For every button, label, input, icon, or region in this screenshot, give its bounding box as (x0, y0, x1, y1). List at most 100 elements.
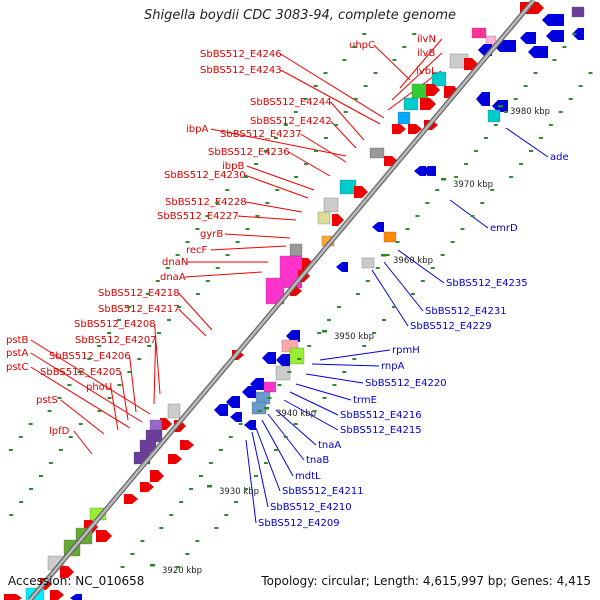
track-dot (205, 215, 210, 217)
gene-label-SbBS512_E4235: SbBS512_E4235 (446, 278, 528, 289)
track-dot (195, 540, 200, 542)
gene-label-ilvB: ilvB (417, 48, 435, 59)
gene-label-SbBS512_E4242: SbBS512_E4242 (250, 116, 332, 127)
scale-label: 3960 kbp (393, 256, 433, 266)
track-dot (362, 345, 367, 347)
track-dot (314, 150, 318, 152)
reverse-gene-arrow (372, 222, 384, 232)
track-dot (312, 410, 317, 412)
gene-label-SbBS512_E4227: SbBS512_E4227 (157, 211, 239, 222)
track-dot (78, 423, 83, 425)
track-dot (464, 163, 469, 165)
forward-gene-arrow (168, 454, 182, 464)
track-dot (195, 293, 200, 295)
forward-gene-arrow (392, 124, 406, 134)
track-dot (317, 332, 322, 334)
scale-tick (264, 407, 269, 410)
leader-line (237, 215, 297, 221)
gene-label-trmE: trmE (353, 395, 377, 406)
leader-line (391, 52, 443, 101)
forward-gene-arrow (180, 440, 194, 450)
track-dot (323, 72, 328, 74)
track-dot (28, 423, 33, 425)
track-dot (267, 397, 272, 399)
track-dot (425, 202, 430, 204)
track-dot (77, 371, 82, 373)
leader-line (373, 44, 411, 81)
track-dot (159, 527, 164, 529)
gene-block (167, 403, 181, 419)
leader-line (330, 101, 365, 141)
leader-line (210, 128, 347, 157)
track-dot (117, 384, 122, 386)
scale-label: 3980 kbp (510, 107, 550, 117)
track-dot (410, 293, 415, 295)
reverse-gene-arrow (336, 262, 348, 272)
gene-block (323, 197, 339, 213)
forward-gene-arrow (50, 590, 64, 600)
gene-label-tnaA: tnaA (318, 440, 341, 451)
track-dot (225, 254, 230, 256)
gene-label-SbBS512_E4211: SbBS512_E4211 (282, 486, 364, 497)
leader-line (300, 133, 347, 163)
gene-label-recF: recF (186, 245, 208, 256)
track-dot (304, 163, 309, 165)
track-dot (342, 371, 347, 373)
track-dot (440, 254, 445, 256)
gene-block (251, 401, 267, 415)
leader-line (178, 292, 213, 331)
leader-line (383, 261, 424, 312)
leader-line (449, 199, 489, 229)
track-dot (533, 72, 538, 74)
reverse-gene-arrow (414, 166, 426, 176)
reverse-gene-arrow (286, 330, 300, 342)
track-dot (263, 462, 268, 464)
gene-block (289, 243, 303, 257)
leader-line (244, 174, 309, 199)
leader-line (129, 355, 137, 413)
gene-label-dnaA: dnaA (160, 272, 186, 283)
track-dot (509, 176, 514, 178)
gene-label-rnpA: rnpA (381, 361, 405, 372)
track-dot (176, 306, 181, 308)
track-dot (277, 384, 282, 386)
gene-label-tnaB: tnaB (306, 455, 329, 466)
track-dot (373, 72, 378, 74)
leader-line (120, 371, 129, 421)
track-dot (205, 280, 210, 282)
track-dot (179, 501, 184, 503)
track-dot (362, 33, 367, 35)
track-dot (185, 553, 190, 555)
gene-label-SbBS512_E4218: SbBS512_E4218 (98, 288, 180, 299)
track-dot (107, 397, 112, 399)
leader-line (280, 53, 385, 119)
track-dot (215, 202, 220, 204)
leader-line (30, 366, 131, 429)
track-dot (208, 462, 213, 464)
track-dot (273, 449, 278, 451)
reverse-gene-arrow (262, 352, 276, 364)
track-dot (8, 449, 13, 451)
leader-line (275, 409, 317, 446)
track-dot (39, 475, 43, 477)
scale-tick (322, 330, 327, 333)
leader-line (288, 151, 331, 177)
reverse-gene-arrow (244, 420, 256, 430)
track-dot (57, 397, 62, 399)
track-dot (548, 124, 553, 126)
gene-label-SbBS512_E4229: SbBS512_E4229 (410, 321, 492, 332)
gene-block (487, 109, 501, 123)
track-dot (552, 59, 557, 61)
track-dot (474, 150, 478, 152)
leader-line (295, 383, 352, 401)
leader-line (178, 308, 207, 337)
track-dot (513, 98, 518, 100)
gene-block (403, 97, 419, 111)
gene-label-lpfD: lpfD (49, 426, 70, 437)
accession-label: Accession: NC_010658 (8, 574, 145, 588)
gene-block (471, 27, 487, 39)
track-dot (435, 189, 440, 191)
leader-line (311, 363, 380, 367)
track-dot (29, 488, 34, 490)
gene-label-pstS: pstS (36, 395, 58, 406)
